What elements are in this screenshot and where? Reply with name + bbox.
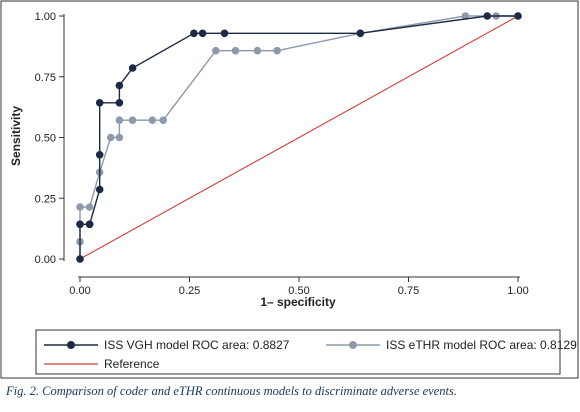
data-point-ethr xyxy=(85,203,94,211)
y-tick-label: 0.25 xyxy=(35,193,56,205)
legend-marker-vgh xyxy=(67,341,75,349)
data-point-vgh xyxy=(85,220,94,229)
data-point-ethr xyxy=(461,12,470,20)
data-point-ethr xyxy=(148,116,157,124)
legend-label-reference: Reference xyxy=(104,357,160,371)
chart-marks xyxy=(76,12,522,263)
data-point-vgh xyxy=(76,220,84,229)
data-point-ethr xyxy=(253,46,262,55)
x-tick-label: 1.00 xyxy=(507,285,528,297)
data-point-ethr xyxy=(159,116,167,124)
data-point-ethr xyxy=(231,46,240,55)
data-point-ethr xyxy=(273,46,281,55)
legend: ISS VGH model ROC area: 0.8827 ISS eTHR … xyxy=(35,329,577,375)
data-point-vgh xyxy=(198,29,207,38)
data-point-ethr xyxy=(76,203,84,211)
x-tick-label: 0.00 xyxy=(69,285,90,297)
data-point-ethr xyxy=(115,116,124,124)
data-point-vgh xyxy=(128,64,137,72)
data-point-vgh xyxy=(76,255,84,263)
y-axis-title: Sensitivity xyxy=(9,106,23,166)
plot-frame xyxy=(0,0,579,379)
figure-caption: Fig. 2. Comparison of coder and eTHR con… xyxy=(6,384,457,398)
y-tick-label: 0.00 xyxy=(35,254,56,266)
x-axis-title: 1– specificity xyxy=(260,295,336,309)
data-point-vgh xyxy=(115,81,124,90)
x-tick-label: 0.50 xyxy=(288,285,309,297)
data-point-vgh xyxy=(483,12,492,20)
roc-chart: 0.00 0.25 0.50 0.75 1.00 0.00 0.25 0.50 0.75 1.00… xyxy=(0,0,579,379)
legend-marker-ethr xyxy=(349,341,357,349)
data-point-vgh xyxy=(356,29,365,38)
x-tick-label: 0.25 xyxy=(179,285,200,297)
data-point-vgh xyxy=(190,29,198,38)
axes: 0.00 0.25 0.50 0.75 1.00 0.00 0.25 0.50 0.75 1.00 xyxy=(35,11,529,297)
legend-label-vgh: ISS VGH model ROC area: 0.8827 xyxy=(104,338,290,352)
data-point-ethr xyxy=(212,46,220,55)
x-tick-label: 0.75 xyxy=(398,285,419,297)
data-point-vgh xyxy=(220,29,229,38)
legend-box xyxy=(35,329,561,375)
data-point-vgh xyxy=(95,151,104,159)
y-tick-label: 0.75 xyxy=(35,72,56,84)
data-point-vgh xyxy=(115,99,124,107)
data-point-vgh xyxy=(514,12,522,20)
data-point-ethr xyxy=(106,133,115,142)
data-point-vgh xyxy=(95,185,104,194)
y-tick-label: 0.50 xyxy=(35,133,56,145)
data-point-ethr xyxy=(115,133,124,142)
y-tick-label: 1.00 xyxy=(35,11,56,23)
data-point-ethr xyxy=(128,116,137,124)
legend-label-ethr: ISS eTHR model ROC area: 0.8129 xyxy=(386,338,577,352)
data-point-vgh xyxy=(95,99,104,107)
series-line-reference xyxy=(79,15,519,260)
